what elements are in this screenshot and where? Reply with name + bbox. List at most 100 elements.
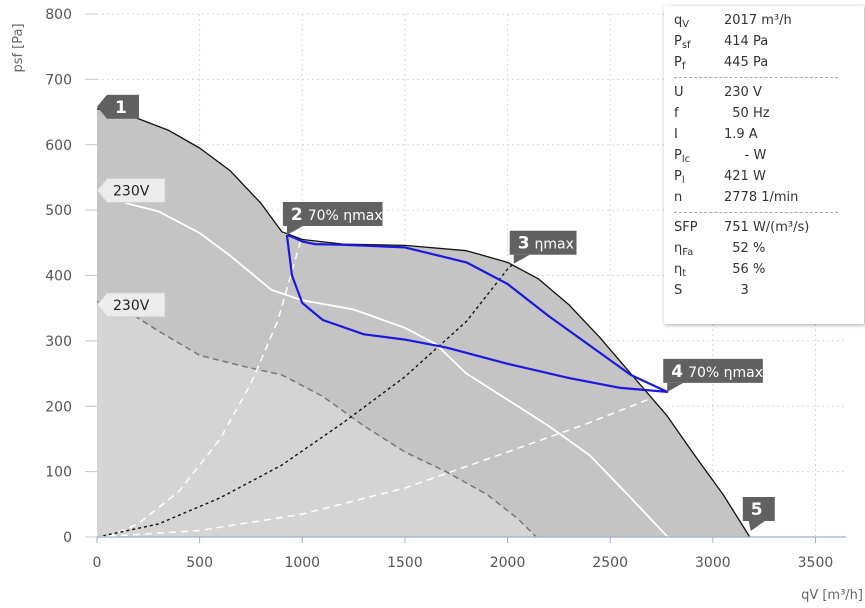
marker-box xyxy=(107,94,139,119)
marker-1: 1 xyxy=(97,94,139,119)
info-symbol: I xyxy=(674,127,678,142)
series-line-2 xyxy=(96,189,669,538)
info-value: 56 % xyxy=(724,262,766,277)
x-tick-label: 2500 xyxy=(592,555,628,571)
x-tick-label: 0 xyxy=(93,555,102,571)
info-row: f 50 Hz xyxy=(664,103,864,124)
marker-4: 4 70% ηmax xyxy=(663,358,763,392)
info-symbol: Psf xyxy=(674,34,691,51)
voltage-text: 230V xyxy=(113,184,150,200)
info-symbol: SFP xyxy=(674,220,698,235)
marker-tail xyxy=(513,254,530,264)
voltage-text: 230V xyxy=(113,298,150,314)
marker-2: 2 70% ηmax xyxy=(282,201,383,235)
x-tick-label: 3000 xyxy=(695,555,731,571)
marker-label: 1 xyxy=(115,98,127,118)
x-axis-title: qV [m³/h] xyxy=(801,588,863,603)
y-tick-label: 600 xyxy=(45,138,72,154)
marker-3: 3 ηmax xyxy=(509,230,577,264)
voltage-tag xyxy=(96,178,166,204)
marker-tail xyxy=(748,521,765,531)
y-tick-label: 200 xyxy=(45,399,72,415)
x-tick-label: 500 xyxy=(186,555,213,571)
marker-box xyxy=(663,358,763,383)
info-row: S 3 xyxy=(664,280,864,301)
info-row: ηt 56 % xyxy=(664,259,864,280)
info-symbol: Plc xyxy=(674,148,691,165)
marker-box xyxy=(509,230,577,255)
info-value: 445 Pa xyxy=(724,55,769,70)
marker-box xyxy=(282,201,383,226)
info-separator xyxy=(674,77,838,78)
info-value: 421 W xyxy=(724,169,766,184)
info-value: - W xyxy=(724,148,767,163)
info-value: 3 xyxy=(724,283,749,298)
info-value: 2778 1/min xyxy=(724,190,799,205)
info-symbol: qV xyxy=(674,13,690,30)
marker-label: 4 70% ηmax xyxy=(671,362,763,382)
info-symbol: ηt xyxy=(674,262,687,279)
info-symbol: S xyxy=(674,283,683,298)
voltage-label: 230V xyxy=(96,178,166,204)
curves xyxy=(96,108,751,538)
info-value: 2017 m³/h xyxy=(724,13,792,28)
y-tick-label: 0 xyxy=(63,530,72,546)
info-symbol: U xyxy=(674,85,684,100)
y-tick-label: 100 xyxy=(45,465,72,481)
marker-5: 5 xyxy=(742,497,775,531)
marker-label: 2 70% ηmax xyxy=(291,205,383,225)
y-tick-label: 300 xyxy=(45,334,72,350)
info-row: U 230 V xyxy=(664,82,864,103)
y-tick-label: 800 xyxy=(45,7,72,23)
info-value: 52 % xyxy=(724,241,766,256)
voltage-label: 230V xyxy=(96,292,166,318)
info-value: 230 V xyxy=(724,85,762,100)
info-separator xyxy=(674,212,838,213)
info-value: 751 W/(m³/s) xyxy=(724,220,810,235)
info-row: ηFa 52 % xyxy=(664,238,864,259)
info-group: U 230 V f 50 Hz I 1.9 A Plc - W Pl 421 W n 2778 1… xyxy=(664,78,864,212)
marker-box xyxy=(742,497,775,521)
x-tick-label: 1500 xyxy=(387,555,423,571)
operating-point-info-box: qV 2017 m³/h Psf 414 Pa Pf 445 Pa U 230 V f 50 H… xyxy=(664,6,864,324)
series-line-5 xyxy=(96,263,515,538)
info-row: Psf 414 Pa xyxy=(664,31,864,52)
info-symbol: f xyxy=(674,106,679,121)
inner-operating-area xyxy=(97,301,537,537)
operating-areas xyxy=(97,108,750,538)
y-tick-label: 700 xyxy=(45,72,72,88)
marker-label: 3 ηmax xyxy=(518,234,574,254)
voltage-tag xyxy=(96,292,166,318)
info-value: 1.9 A xyxy=(724,127,758,142)
info-symbol: Pf xyxy=(674,55,686,72)
marker-tail xyxy=(667,382,684,392)
marker-label: 5 xyxy=(751,500,763,520)
info-symbol: Pl xyxy=(674,169,685,186)
series-line-4 xyxy=(107,234,304,538)
y-axis-title: psf [Pa] xyxy=(11,23,26,72)
x-tick-label: 1000 xyxy=(284,555,320,571)
info-symbol: n xyxy=(674,190,683,205)
x-tick-label: 3500 xyxy=(798,555,834,571)
info-row: Pl 421 W xyxy=(664,166,864,187)
marker-tail xyxy=(286,225,303,235)
axes: 0 500 1000 1500 2000 2500 3000 3500010020030040… xyxy=(45,7,846,571)
info-symbol: ηFa xyxy=(674,241,694,258)
info-row: Plc - W xyxy=(664,145,864,166)
info-row: Pf 445 Pa xyxy=(664,52,864,73)
info-row: SFP 751 W/(m³/s) xyxy=(664,217,864,238)
info-group: SFP 751 W/(m³/s) ηFa 52 % ηt 56 % S 3 xyxy=(664,213,864,305)
marker-tail xyxy=(97,94,107,119)
info-value: 50 Hz xyxy=(724,106,770,121)
info-row: qV 2017 m³/h xyxy=(664,10,864,31)
info-group: qV 2017 m³/h Psf 414 Pa Pf 445 Pa xyxy=(664,6,864,77)
series-line-1 xyxy=(285,233,669,393)
x-tick-label: 2000 xyxy=(490,555,526,571)
info-value: 414 Pa xyxy=(724,34,769,49)
y-tick-label: 500 xyxy=(45,203,72,219)
series-line-0 xyxy=(96,108,751,538)
markers: 1 2 70% ηmax 3 ηmax 4 70% ηmax 5 230V 230V xyxy=(96,94,775,531)
series-line-6 xyxy=(96,391,668,538)
y-tick-label: 400 xyxy=(45,269,72,285)
